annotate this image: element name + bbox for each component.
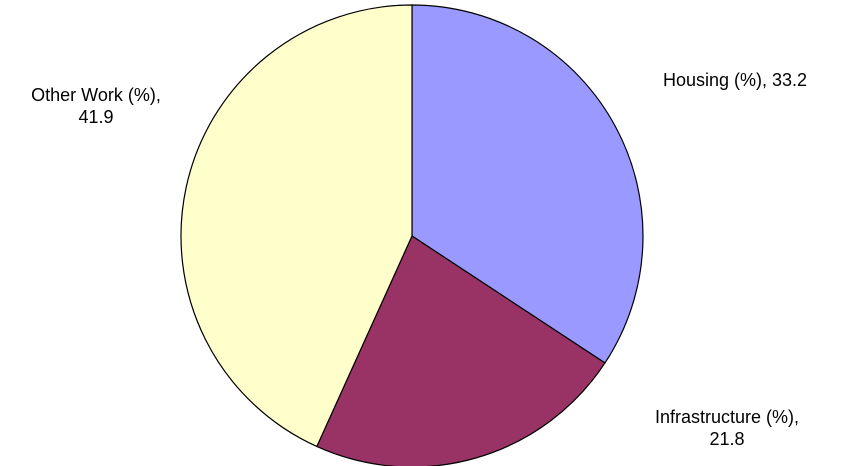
pie-slice-other-work <box>180 4 413 448</box>
slice-label-line: 41.9 <box>78 107 113 127</box>
slice-label-line: Infrastructure (%), <box>655 407 799 427</box>
pie-slice-infrastructure <box>316 235 606 466</box>
slice-label-housing: Housing (%), 33.2 <box>663 70 807 90</box>
slice-label-line: Other Work (%), <box>31 85 161 105</box>
slice-label-line: 21.8 <box>709 429 744 449</box>
pie-labels: Housing (%), 33.2 Infrastructure (%), 21.8… <box>31 70 807 449</box>
slice-label-line: Housing (%), 33.2 <box>663 70 807 90</box>
slice-label-infrastructure: Infrastructure (%), 21.8 <box>655 407 799 449</box>
pie-slices <box>180 4 644 466</box>
slice-label-other-work: Other Work (%), 41.9 <box>31 85 161 127</box>
